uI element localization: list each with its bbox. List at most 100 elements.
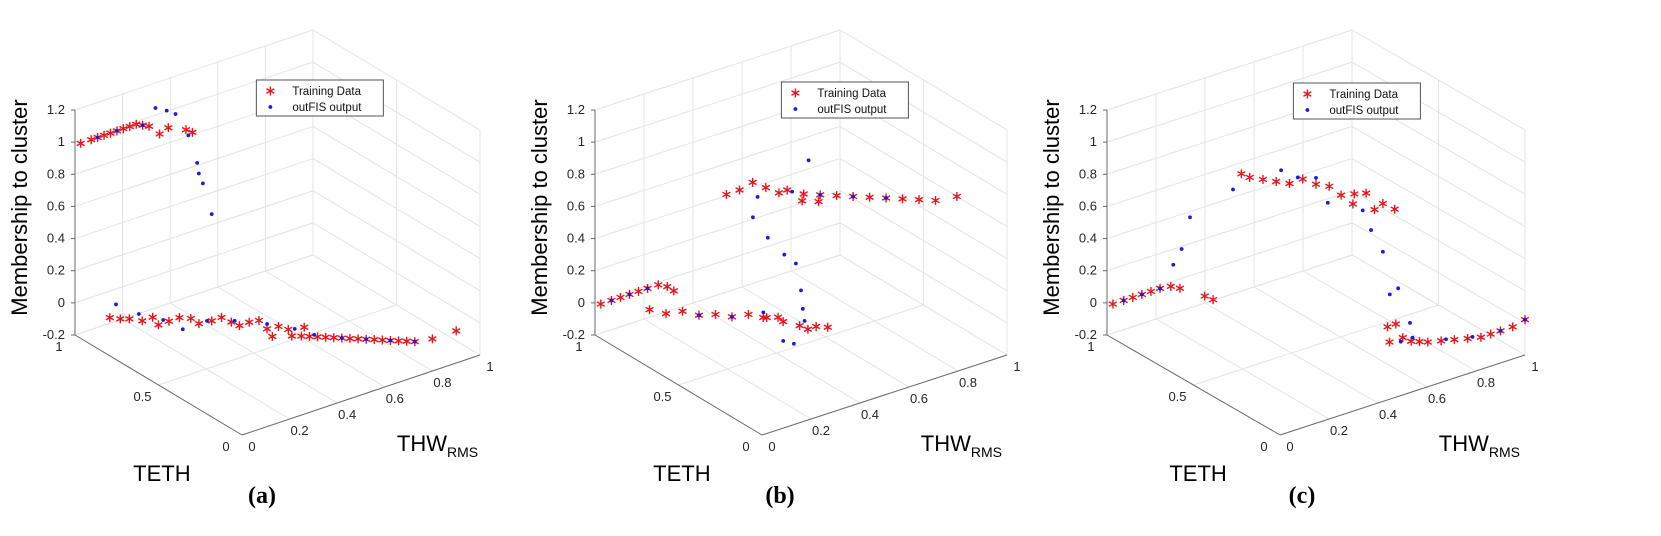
training-point — [1258, 174, 1268, 184]
grid-line — [312, 190, 481, 292]
training-point — [305, 331, 314, 341]
output-point — [1231, 187, 1235, 192]
output-point — [292, 326, 297, 331]
z-tick-label: 0.2 — [1079, 263, 1097, 278]
y-tick-label: 1 — [575, 339, 582, 354]
output-point — [730, 314, 734, 319]
output-point — [140, 123, 145, 128]
grid-line — [594, 158, 841, 240]
output-point — [755, 194, 760, 199]
legend-training-marker — [1303, 89, 1312, 99]
x-axis-title: THWRMS — [921, 431, 1002, 460]
grid-line — [312, 29, 481, 131]
output-point — [339, 336, 344, 340]
training-point — [235, 321, 244, 331]
training-point — [1486, 329, 1495, 339]
x-tick-label: 0.8 — [959, 375, 977, 390]
y-axis-line — [1106, 334, 1281, 436]
z-axis-title: Membership to cluster — [527, 99, 552, 315]
x-tick-label: 0.8 — [433, 375, 451, 390]
training-point — [678, 306, 687, 316]
output-point — [1498, 328, 1503, 333]
grid-line — [594, 222, 841, 304]
training-point — [778, 317, 788, 327]
training-point — [154, 320, 163, 330]
legend: Training Data outFIS output — [1292, 82, 1421, 120]
z-tick-label: 0.4 — [1079, 231, 1097, 246]
grid-line — [312, 61, 481, 163]
output-point — [1314, 175, 1318, 180]
training-point — [1237, 169, 1246, 179]
training-point — [148, 312, 157, 322]
output-point — [1158, 286, 1162, 291]
axes: 1.210.80.60.40.20-0.210.50 00.20.40.60.81 — [1075, 102, 1539, 454]
training-point — [811, 321, 821, 331]
legend-box — [780, 81, 909, 119]
training-point — [711, 309, 720, 319]
training-point — [451, 326, 461, 336]
legend: Training Data outFIS output — [255, 79, 384, 117]
training-point — [774, 188, 784, 198]
training-point — [931, 195, 940, 205]
y-tick-label: 1 — [1087, 339, 1094, 354]
training-point — [795, 321, 804, 331]
z-tick-label: 0 — [58, 295, 65, 310]
grid-line — [594, 190, 841, 272]
training-point — [1200, 291, 1209, 301]
grid-line — [839, 158, 1008, 260]
training-point — [782, 185, 792, 195]
z-tick-label: 0.8 — [1079, 166, 1097, 181]
grid-line — [312, 125, 481, 227]
grid-line — [839, 61, 1008, 163]
x-tick-label: 0.2 — [812, 423, 830, 438]
output-point — [1179, 247, 1184, 251]
output-point — [136, 312, 141, 316]
output-point — [1188, 215, 1192, 220]
axes: 1.210.80.60.40.20-0.210.50 00.20.40.60.81 — [563, 102, 1021, 454]
legend-output-marker — [1305, 108, 1310, 112]
x-axis-title-sub: RMS — [1489, 444, 1520, 460]
training-point — [1311, 179, 1321, 189]
training-point — [1415, 337, 1424, 347]
training-point — [1350, 189, 1359, 199]
x-axis-title-main: THW — [921, 431, 971, 456]
x-axis-title-sub: RMS — [447, 444, 478, 460]
training-point — [106, 128, 115, 138]
legend: Training Data outFIS output — [780, 81, 909, 119]
grid-line — [1106, 190, 1353, 272]
z-tick-label: 1 — [58, 134, 65, 149]
training-point — [596, 299, 606, 309]
output-point — [806, 158, 811, 163]
grid-line — [1351, 222, 1526, 324]
x-tick-label: 0.4 — [1379, 407, 1397, 422]
grid-line — [1106, 125, 1353, 207]
output-point — [1398, 339, 1403, 344]
x-tick-label: 1 — [486, 359, 493, 374]
x-tick-label: 1 — [1531, 359, 1538, 374]
training-point — [378, 335, 387, 345]
output-point — [1523, 317, 1527, 322]
grid-line — [678, 304, 924, 386]
series-outfis-output — [95, 106, 417, 344]
training-point — [188, 127, 197, 137]
training-point — [164, 123, 173, 133]
training-point — [1423, 337, 1433, 347]
training-point — [274, 321, 283, 331]
output-point — [1470, 334, 1475, 339]
output-point — [1444, 337, 1448, 342]
series-training-data — [1108, 169, 1530, 347]
training-point — [144, 121, 154, 131]
output-point — [800, 306, 805, 311]
panel-caption: (c) — [1289, 483, 1316, 509]
z-tick-label: 1.2 — [1079, 102, 1097, 117]
training-point — [1298, 174, 1308, 184]
training-point — [1436, 336, 1446, 346]
training-point — [284, 324, 293, 334]
training-point — [1450, 335, 1459, 345]
training-point — [762, 313, 771, 323]
training-point — [1271, 176, 1281, 186]
grid-line — [74, 125, 314, 207]
training-point — [634, 286, 643, 296]
legend-box — [1292, 82, 1421, 120]
